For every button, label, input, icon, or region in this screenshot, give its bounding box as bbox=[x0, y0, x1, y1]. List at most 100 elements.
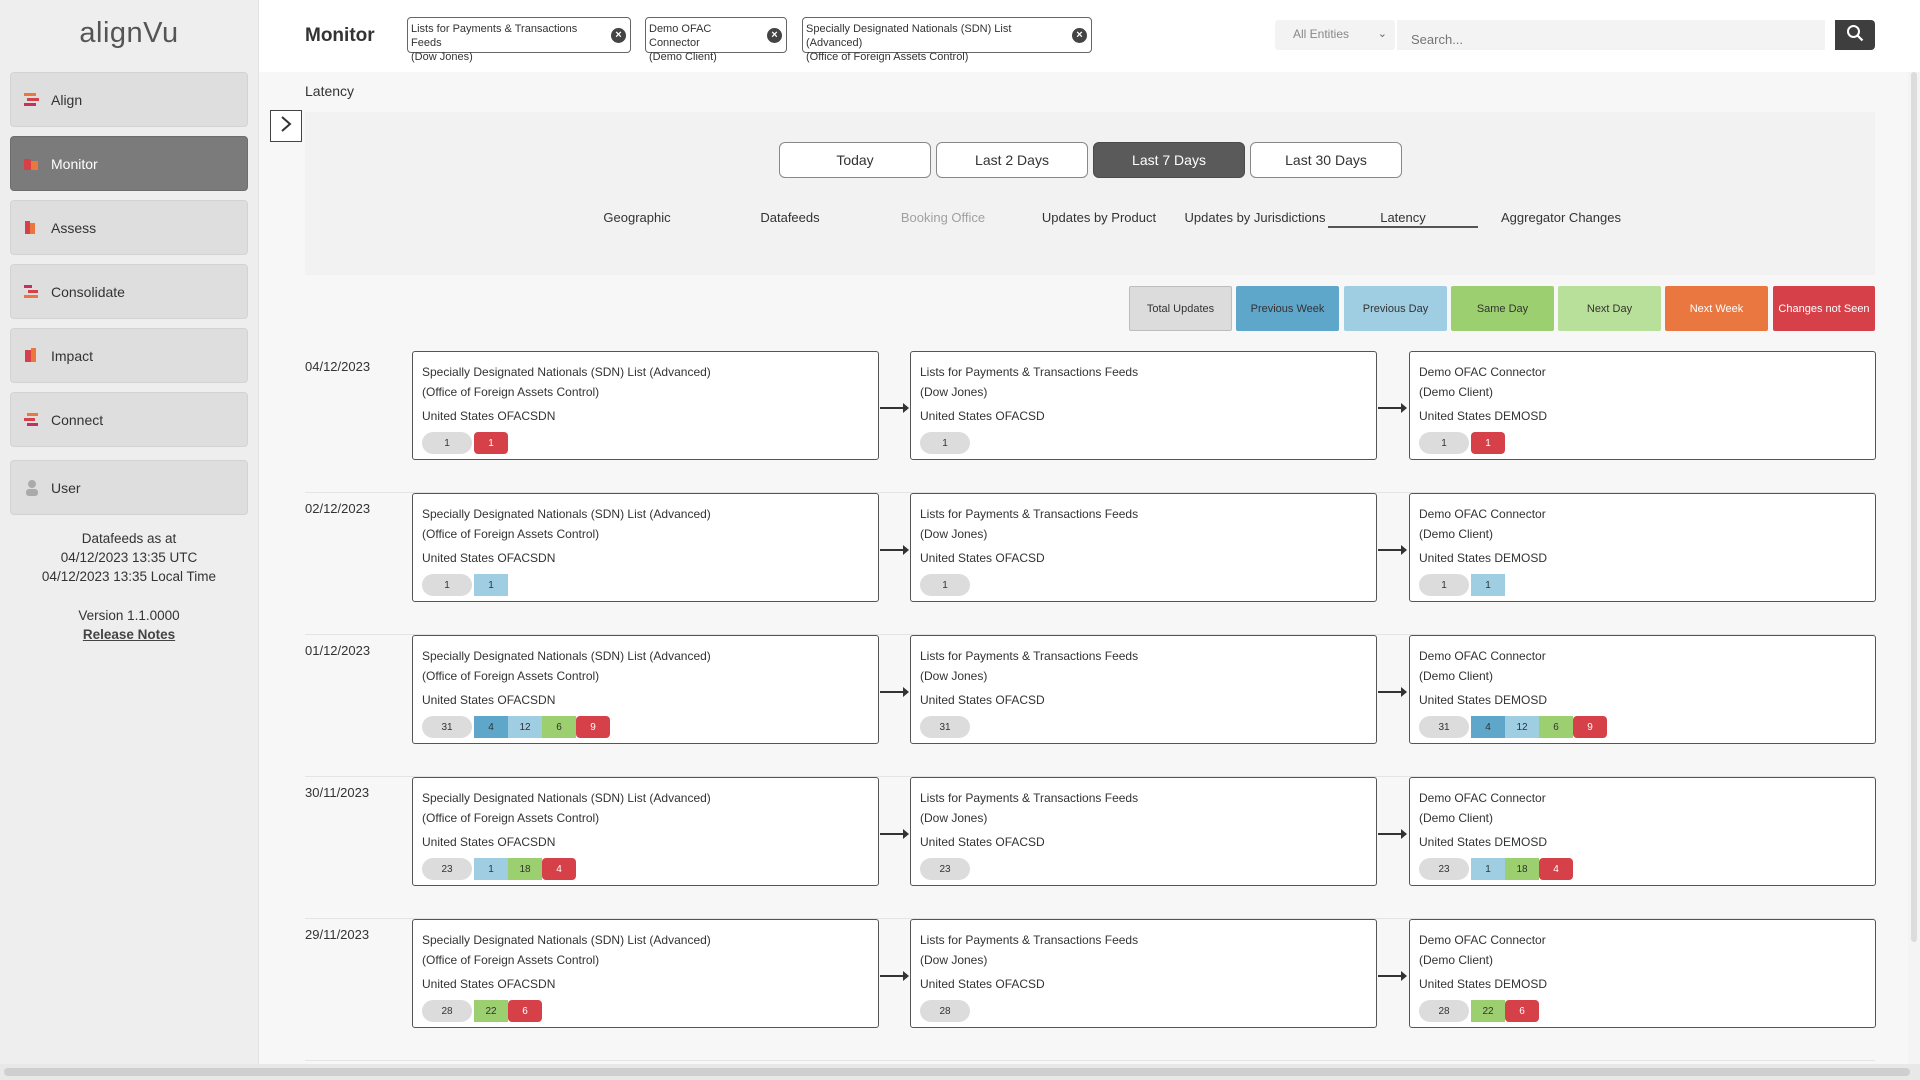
sidebar-item-user[interactable]: User bbox=[10, 460, 248, 515]
badge-total[interactable]: 1 bbox=[920, 574, 970, 596]
badge-pw[interactable]: 4 bbox=[474, 716, 508, 738]
badge-cns[interactable]: 6 bbox=[1505, 1000, 1539, 1022]
badge-sd[interactable]: 22 bbox=[1471, 1000, 1505, 1022]
search-button[interactable] bbox=[1835, 20, 1875, 50]
close-icon[interactable]: × bbox=[611, 28, 626, 43]
range-last-30-days-button[interactable]: Last 30 Days bbox=[1250, 142, 1402, 178]
badge-cns[interactable]: 6 bbox=[508, 1000, 542, 1022]
flow-arrow-icon bbox=[880, 971, 909, 981]
sidebar-item-assess[interactable]: Assess bbox=[10, 200, 248, 255]
badge-total[interactable]: 31 bbox=[422, 716, 472, 738]
badge-total[interactable]: 1 bbox=[422, 574, 472, 596]
datafeed-card[interactable]: Demo OFAC Connector (Demo Client) United S… bbox=[1409, 919, 1876, 1028]
datafeed-card[interactable]: Demo OFAC Connector (Demo Client) United S… bbox=[1409, 635, 1876, 744]
datafeed-card[interactable]: Lists for Payments & Transactions Feeds (… bbox=[910, 351, 1377, 460]
scrollbar-thumb[interactable] bbox=[4, 1068, 1910, 1076]
datafeed-card[interactable]: Lists for Payments & Transactions Feeds (… bbox=[910, 777, 1377, 886]
datafeed-card[interactable]: Specially Designated Nationals (SDN) Lis… bbox=[412, 777, 879, 886]
release-notes-link[interactable]: Release Notes bbox=[82, 627, 176, 642]
tab-updates-by-product[interactable]: Updates by Product bbox=[1041, 210, 1157, 225]
sidebar-item-align[interactable]: Align bbox=[10, 72, 248, 127]
datafeeds-local-time: 04/12/2023 13:35 Local Time bbox=[41, 569, 217, 584]
search-input[interactable] bbox=[1397, 20, 1825, 50]
badge-total[interactable]: 28 bbox=[920, 1000, 970, 1022]
badge-pd[interactable]: 1 bbox=[1471, 574, 1505, 596]
expand-panel-button[interactable] bbox=[270, 110, 302, 142]
badge-total[interactable]: 31 bbox=[920, 716, 970, 738]
badge-total[interactable]: 23 bbox=[920, 858, 970, 880]
sidebar-item-connect[interactable]: Connect bbox=[10, 392, 248, 447]
range-today-button[interactable]: Today bbox=[779, 142, 931, 178]
badge-total[interactable]: 1 bbox=[920, 432, 970, 454]
datafeed-card[interactable]: Specially Designated Nationals (SDN) Lis… bbox=[412, 919, 879, 1028]
tab-datafeeds[interactable]: Datafeeds bbox=[760, 210, 820, 225]
badge-pd[interactable]: 1 bbox=[474, 858, 508, 880]
badge-group: 1 bbox=[920, 574, 1367, 596]
datafeed-card[interactable]: Demo OFAC Connector (Demo Client) United S… bbox=[1409, 493, 1876, 602]
datafeed-card[interactable]: Demo OFAC Connector (Demo Client) United S… bbox=[1409, 351, 1876, 460]
datafeed-card[interactable]: Specially Designated Nationals (SDN) Lis… bbox=[412, 351, 879, 460]
badge-sd[interactable]: 22 bbox=[474, 1000, 508, 1022]
tab-updates-by-jurisdictions[interactable]: Updates by Jurisdictions bbox=[1184, 210, 1326, 225]
close-icon[interactable]: × bbox=[767, 28, 782, 43]
badge-sd[interactable]: 18 bbox=[1505, 858, 1539, 880]
badge-pd[interactable]: 1 bbox=[1471, 858, 1505, 880]
card-title2: (Dow Jones) bbox=[920, 669, 988, 683]
filter-panel: Today Last 2 Days Last 7 Days Last 30 Da… bbox=[305, 112, 1875, 275]
row-date: 01/12/2023 bbox=[305, 643, 371, 658]
card-code: United States OFACSDN bbox=[422, 977, 556, 991]
entities-select[interactable]: All Entities ⌄ bbox=[1275, 20, 1395, 50]
badge-pd[interactable]: 12 bbox=[1505, 716, 1539, 738]
chevron-down-icon: ⌄ bbox=[1377, 28, 1387, 40]
badge-total[interactable]: 23 bbox=[1419, 858, 1469, 880]
badge-total[interactable]: 1 bbox=[1419, 574, 1469, 596]
badge-pd[interactable]: 12 bbox=[508, 716, 542, 738]
vertical-scrollbar[interactable] bbox=[1908, 72, 1920, 1064]
badge-cns[interactable]: 1 bbox=[1471, 432, 1505, 454]
badge-total[interactable]: 1 bbox=[422, 432, 472, 454]
card-title2: (Office of Foreign Assets Control) bbox=[422, 527, 600, 541]
tab-geographic[interactable]: Geographic bbox=[603, 210, 671, 225]
sidebar-item-impact[interactable]: Impact bbox=[10, 328, 248, 383]
badge-total[interactable]: 31 bbox=[1419, 716, 1469, 738]
badge-sd[interactable]: 18 bbox=[508, 858, 542, 880]
badge-group: 31 4 12 6 9 bbox=[422, 716, 869, 738]
badge-cns[interactable]: 4 bbox=[1539, 858, 1573, 880]
sidebar-item-label: Align bbox=[51, 91, 83, 108]
horizontal-scrollbar[interactable] bbox=[0, 1064, 1920, 1080]
datafeed-card[interactable]: Lists for Payments & Transactions Feeds (… bbox=[910, 635, 1377, 744]
monitor-icon bbox=[23, 155, 41, 173]
tab-booking-office[interactable]: Booking Office bbox=[900, 210, 986, 225]
badge-total[interactable]: 23 bbox=[422, 858, 472, 880]
datafeed-card[interactable]: Specially Designated Nationals (SDN) Lis… bbox=[412, 635, 879, 744]
badge-total[interactable]: 1 bbox=[1419, 432, 1469, 454]
badge-sd[interactable]: 6 bbox=[542, 716, 576, 738]
badge-cns[interactable]: 9 bbox=[1573, 716, 1607, 738]
badge-cns[interactable]: 4 bbox=[542, 858, 576, 880]
badge-cns[interactable]: 9 bbox=[576, 716, 610, 738]
sidebar-item-monitor[interactable]: Monitor bbox=[10, 136, 248, 191]
tab-latency[interactable]: Latency bbox=[1328, 198, 1478, 228]
badge-pd[interactable]: 1 bbox=[474, 574, 508, 596]
badge-sd[interactable]: 6 bbox=[1539, 716, 1573, 738]
badge-total[interactable]: 28 bbox=[1419, 1000, 1469, 1022]
datafeed-card[interactable]: Lists for Payments & Transactions Feeds (… bbox=[910, 919, 1377, 1028]
scrollbar-thumb[interactable] bbox=[1911, 72, 1917, 942]
range-last-2-days-button[interactable]: Last 2 Days bbox=[936, 142, 1088, 178]
chip-line1: Demo OFAC Connector bbox=[649, 23, 712, 49]
card-title2: (Demo Client) bbox=[1419, 385, 1494, 399]
tab-aggregator-changes[interactable]: Aggregator Changes bbox=[1501, 210, 1621, 225]
close-icon[interactable]: × bbox=[1072, 28, 1087, 43]
datafeed-card[interactable]: Lists for Payments & Transactions Feeds (… bbox=[910, 493, 1377, 602]
range-last-7-days-button[interactable]: Last 7 Days bbox=[1093, 142, 1245, 178]
align-icon bbox=[23, 91, 41, 109]
badge-pw[interactable]: 4 bbox=[1471, 716, 1505, 738]
legend-previous-day: Previous Day bbox=[1344, 286, 1447, 331]
badge-cns[interactable]: 1 bbox=[474, 432, 508, 454]
datafeed-card[interactable]: Demo OFAC Connector (Demo Client) United S… bbox=[1409, 777, 1876, 886]
sidebar-item-consolidate[interactable]: Consolidate bbox=[10, 264, 248, 319]
datafeed-card[interactable]: Specially Designated Nationals (SDN) Lis… bbox=[412, 493, 879, 602]
badge-total[interactable]: 28 bbox=[422, 1000, 472, 1022]
